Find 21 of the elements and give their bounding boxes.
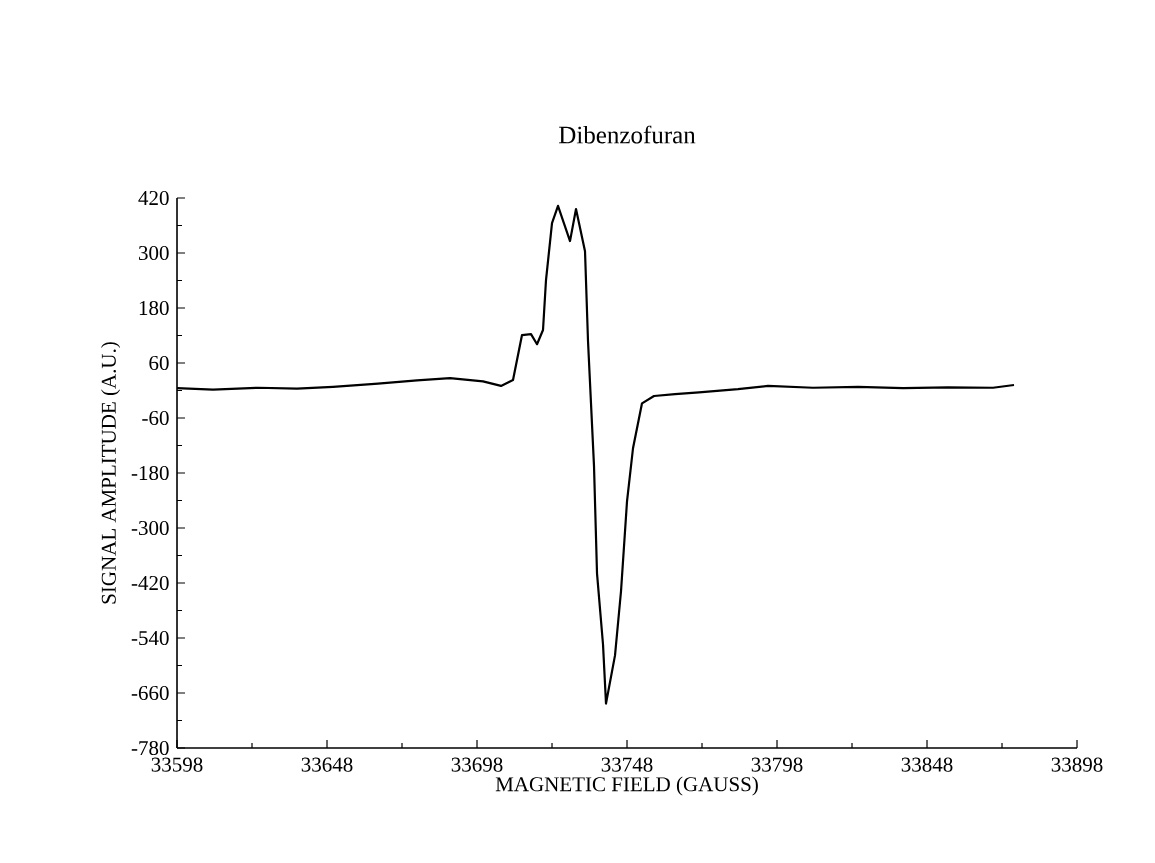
x-axis-title: MAGNETIC FIELD (GAUSS) <box>495 776 758 796</box>
x-tick-label: 33748 <box>601 757 653 772</box>
y-tick-label: -540 <box>131 630 169 646</box>
x-tick-label: 33848 <box>901 757 953 772</box>
y-tick-label: -660 <box>131 685 169 701</box>
y-tick-label: -780 <box>131 740 169 756</box>
y-tick-label: 180 <box>139 300 169 316</box>
y-tick-label: -420 <box>131 575 169 591</box>
x-tick-label: 33898 <box>1051 757 1103 772</box>
y-tick-label: -60 <box>142 410 169 426</box>
x-tick-label: 33798 <box>751 757 803 772</box>
y-tick-label: 300 <box>138 245 169 261</box>
y-tick-label: 60 <box>149 355 169 371</box>
y-tick-label: 420 <box>138 190 169 206</box>
y-tick-label: -300 <box>131 520 169 536</box>
x-tick-label: 33648 <box>301 757 353 772</box>
y-axis-title: SIGNAL AMPLITUDE (A.U.) <box>101 342 121 604</box>
chart-title: Dibenzofuran <box>559 125 696 144</box>
y-tick-label: -180 <box>131 465 169 481</box>
x-tick-label: 33598 <box>151 757 203 772</box>
x-tick-label: 33698 <box>451 757 503 772</box>
